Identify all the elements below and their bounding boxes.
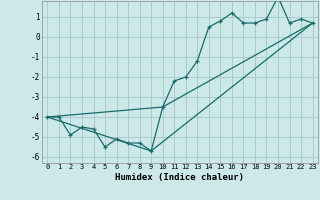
X-axis label: Humidex (Indice chaleur): Humidex (Indice chaleur) <box>116 173 244 182</box>
